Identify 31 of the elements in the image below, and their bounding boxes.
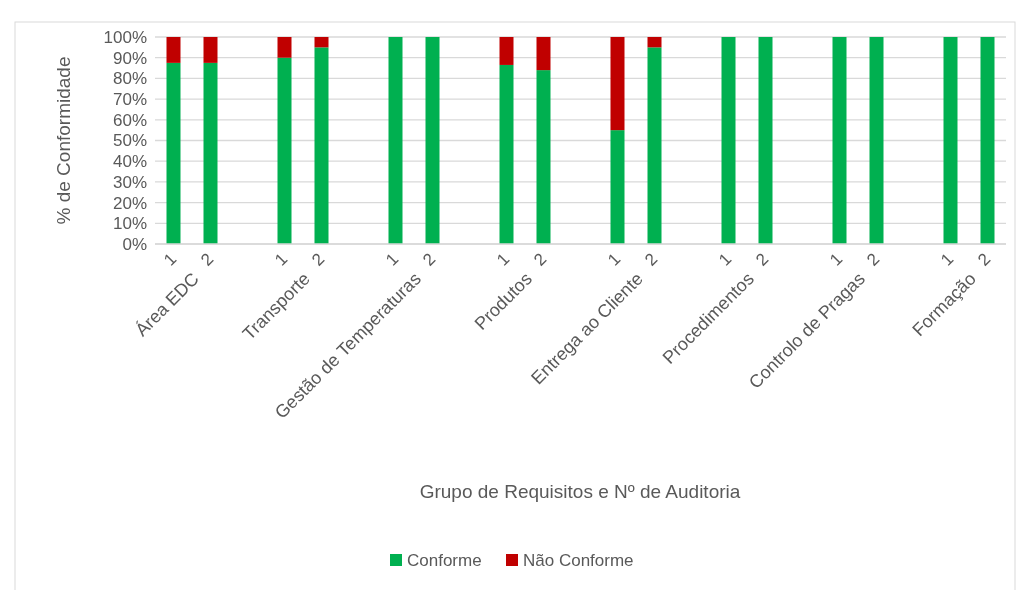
y-tick-label: 90% xyxy=(112,48,147,68)
legend-label: Conforme xyxy=(407,550,482,570)
x-tick-label: 2 xyxy=(752,249,773,270)
y-tick-label: 0% xyxy=(122,234,147,254)
x-tick-label: 1 xyxy=(715,249,736,270)
x-tick-label: 2 xyxy=(974,249,995,270)
x-tick-label: 1 xyxy=(493,249,514,270)
x-tick-label: 2 xyxy=(863,249,884,270)
x-tick-label: 1 xyxy=(604,249,625,270)
x-tick-label: 2 xyxy=(308,249,329,270)
y-tick-label: 80% xyxy=(112,69,147,89)
x-tick-label: 2 xyxy=(530,249,551,270)
y-tick-label: 40% xyxy=(112,152,147,172)
y-tick-label: 30% xyxy=(112,172,147,192)
x-tick-label: 2 xyxy=(197,249,218,270)
x-tick-label: 1 xyxy=(937,249,958,270)
x-tick-label: 1 xyxy=(271,249,292,270)
y-tick-label: 20% xyxy=(112,193,147,213)
x-tick-label: 1 xyxy=(826,249,847,270)
x-tick-label: 1 xyxy=(160,249,181,270)
y-tick-label: 60% xyxy=(112,110,147,130)
x-tick-label: 2 xyxy=(419,249,440,270)
y-tick-label: 70% xyxy=(112,90,147,110)
y-axis-title: % de Conformidade xyxy=(53,56,74,225)
y-tick-label: 100% xyxy=(103,27,147,47)
text: Grupo de Requisitos e Nº de Auditoria xyxy=(419,481,741,502)
x-tick-label: 1 xyxy=(382,249,403,270)
y-tick-label: 50% xyxy=(112,131,147,151)
y-tick-label: 10% xyxy=(112,214,147,234)
x-tick-label: 2 xyxy=(641,249,662,270)
legend-label: Não Conforme xyxy=(523,550,634,570)
